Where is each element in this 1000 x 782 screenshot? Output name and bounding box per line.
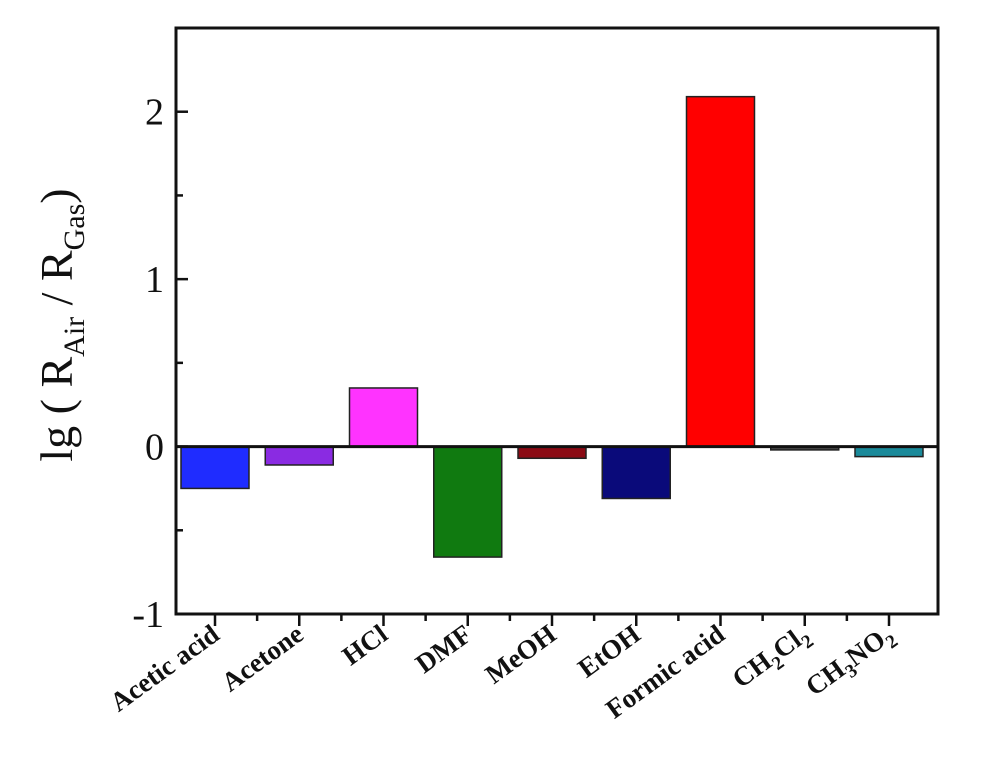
y-axis-ticks: -1 0 1 2 bbox=[132, 26, 188, 636]
y-tick-label: 2 bbox=[145, 92, 164, 134]
x-tick-label: CH3NO2 bbox=[800, 619, 902, 707]
bar-3 bbox=[433, 445, 503, 558]
bar-6 bbox=[685, 95, 756, 448]
y-axis-label: lg ( RAir / RGas) bbox=[31, 188, 91, 461]
plot-border bbox=[174, 26, 940, 616]
x-tick-label: Acetone bbox=[216, 619, 309, 698]
y-tick-label: 0 bbox=[145, 427, 164, 469]
bar-5 bbox=[601, 445, 671, 500]
y-tick-label: -1 bbox=[132, 594, 164, 636]
x-tick-label: MeOH bbox=[480, 619, 562, 690]
bar-0 bbox=[180, 445, 250, 490]
bar-2 bbox=[348, 387, 419, 448]
x-tick-label: HCl bbox=[337, 618, 394, 671]
bars bbox=[180, 95, 924, 558]
bar-8 bbox=[854, 445, 924, 458]
x-tick-label: EtOH bbox=[572, 619, 645, 684]
x-tick-label: Acetic acid bbox=[104, 619, 224, 718]
bar-4 bbox=[517, 445, 587, 460]
plot-frame bbox=[174, 26, 940, 616]
y-tick-label: 1 bbox=[145, 259, 164, 301]
y-axis-title: lg ( RAir / RGas) bbox=[31, 188, 91, 461]
x-tick-label: DMF bbox=[410, 619, 477, 679]
bar-1 bbox=[264, 445, 334, 466]
x-tick-label: CH2Cl2 bbox=[727, 619, 818, 699]
x-axis-ticks bbox=[213, 614, 891, 626]
